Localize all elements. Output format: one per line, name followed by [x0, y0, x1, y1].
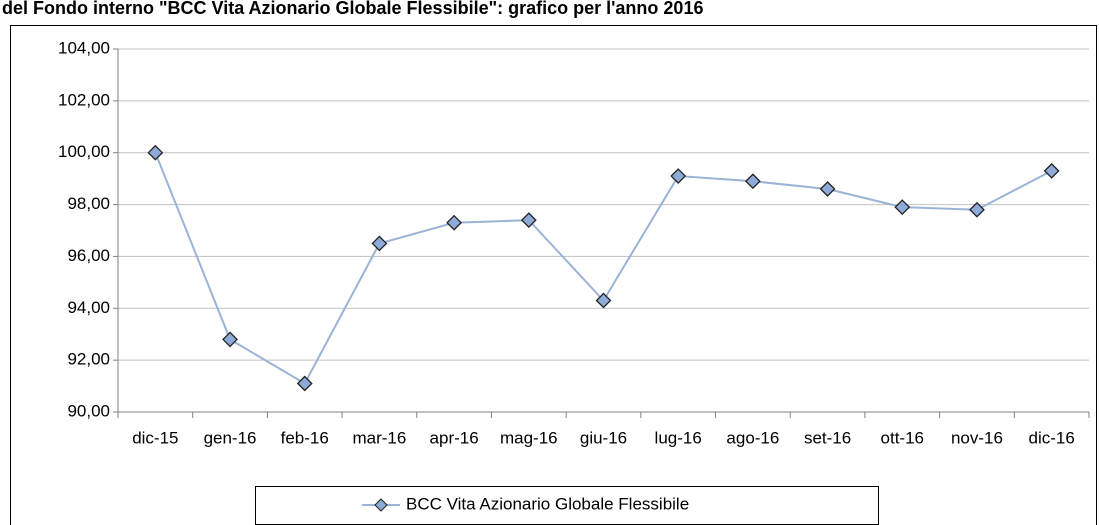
y-tick-label: 94,00: [67, 298, 110, 317]
x-tick-label: ago-16: [726, 428, 779, 447]
x-tick-label: mag-16: [500, 428, 558, 447]
y-tick-label: 92,00: [67, 350, 110, 369]
x-tick-label: gen-16: [204, 428, 257, 447]
x-tick-label: apr-16: [430, 428, 479, 447]
x-tick-label: mar-16: [352, 428, 406, 447]
data-point: [371, 235, 388, 252]
x-tick-label: feb-16: [281, 428, 329, 447]
data-point: [670, 168, 687, 184]
data-point: [446, 214, 463, 231]
y-tick-label: 104,00: [58, 38, 110, 57]
x-tick-label: giu-16: [580, 428, 627, 447]
data-point: [744, 173, 761, 190]
data-point: [1043, 162, 1060, 179]
y-tick-label: 98,00: [67, 194, 110, 213]
data-point: [969, 201, 985, 218]
legend-box: [255, 486, 879, 525]
chart-border: [10, 25, 1097, 525]
y-tick-label: 90,00: [67, 401, 110, 420]
x-tick-label: set-16: [804, 428, 851, 447]
x-tick-label: dic-16: [1028, 428, 1074, 447]
chart-title: del Fondo interno "BCC Vita Azionario Gl…: [2, 0, 703, 18]
x-tick-label: nov-16: [951, 428, 1003, 447]
data-point: [147, 144, 164, 161]
legend-label: BCC Vita Azionario Globale Flessibile: [406, 494, 689, 513]
x-tick-label: ott-16: [881, 428, 924, 447]
data-point: [520, 212, 537, 229]
legend-marker: [374, 498, 388, 512]
x-tick-label: lug-16: [655, 428, 702, 447]
y-tick-label: 102,00: [58, 90, 110, 109]
data-point: [819, 181, 836, 197]
data-point: [222, 331, 238, 348]
y-tick-label: 100,00: [58, 142, 110, 161]
data-point: [894, 199, 911, 216]
data-point: [296, 375, 313, 392]
x-tick-label: dic-15: [132, 428, 178, 447]
y-tick-label: 96,00: [67, 246, 110, 265]
data-point: [595, 292, 612, 309]
